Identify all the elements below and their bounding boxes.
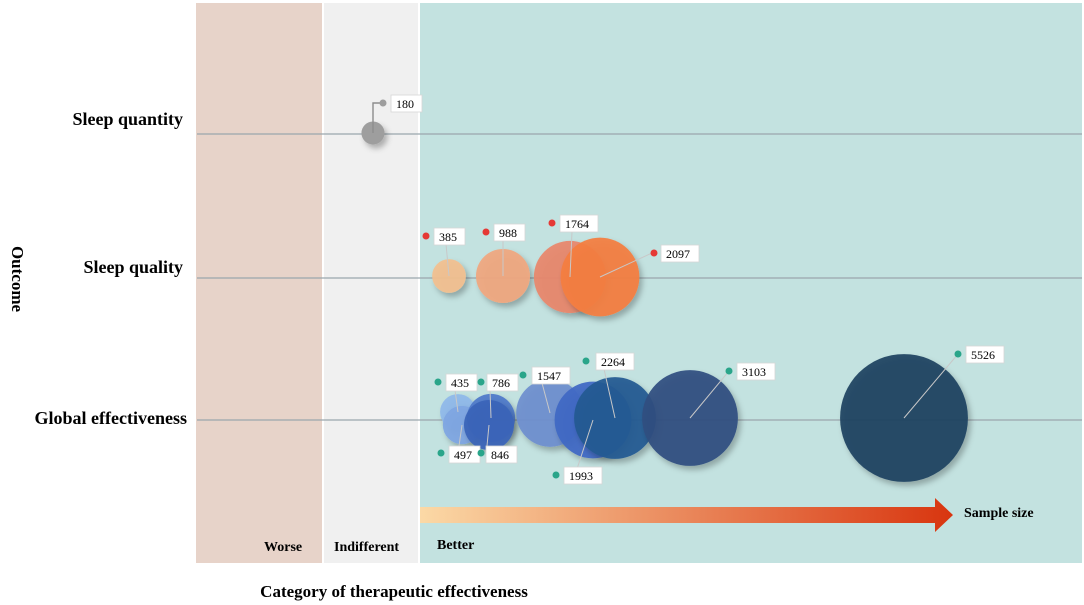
data-label-box xyxy=(736,362,776,381)
leader-line xyxy=(458,424,463,447)
data-label: 1764 xyxy=(565,217,589,231)
leader-line xyxy=(903,353,959,419)
callout-dot xyxy=(582,357,590,365)
data-label: 385 xyxy=(439,230,457,244)
worse-band xyxy=(196,3,322,563)
data-label: 1993 xyxy=(569,469,593,483)
leader-line xyxy=(454,389,459,413)
data-label-box xyxy=(563,466,603,485)
row-label-global-effectiveness: Global effectiveness xyxy=(35,408,187,428)
data-label-box xyxy=(595,352,635,371)
data-label: 435 xyxy=(451,376,469,390)
data-label: 786 xyxy=(492,376,510,390)
data-label-box xyxy=(559,214,599,233)
leader-line xyxy=(599,252,653,278)
leader-line xyxy=(489,389,492,419)
callout-dot xyxy=(477,449,485,457)
better-band xyxy=(420,3,1082,563)
leader-line xyxy=(574,419,594,476)
data-label-box xyxy=(486,373,519,392)
sample-size-arrow xyxy=(420,498,953,532)
data-label-box xyxy=(390,94,423,113)
callout-dot xyxy=(437,449,445,457)
data-label-box xyxy=(531,366,571,385)
callouts: 180 385 988 1764 2097 435 497 786 846 1547 1993 226… xyxy=(372,94,1005,485)
leader-line xyxy=(541,382,551,414)
data-label-box xyxy=(660,244,700,263)
callout-dot xyxy=(422,232,430,240)
callout-dot xyxy=(954,350,962,358)
callout-dot xyxy=(552,471,560,479)
data-label: 5526 xyxy=(971,348,995,362)
data-label-box xyxy=(493,223,526,242)
callout-dot xyxy=(379,99,387,107)
x-axis-title: Category of therapeutic effectiveness xyxy=(260,582,528,601)
data-label: 497 xyxy=(454,448,472,462)
data-label: 1547 xyxy=(537,369,561,383)
leader-line xyxy=(603,368,616,419)
callout-dot xyxy=(477,378,485,386)
indifferent-band xyxy=(324,3,418,563)
y-axis-title: Outcome xyxy=(8,246,27,313)
data-label: 846 xyxy=(491,448,509,462)
category-label-indifferent: Indifferent xyxy=(334,540,399,555)
data-label-box xyxy=(485,445,518,464)
data-label-box xyxy=(965,345,1005,364)
callout-dot xyxy=(725,367,733,375)
callout-dot xyxy=(650,249,658,257)
callout-dot xyxy=(482,228,490,236)
data-label-box xyxy=(445,373,478,392)
callout-dot xyxy=(434,378,442,386)
row-label-sleep-quality: Sleep quality xyxy=(83,257,183,277)
callout-dot xyxy=(548,219,556,227)
callout-dot xyxy=(519,371,527,379)
sample-size-label: Sample size xyxy=(964,506,1034,521)
data-label-box xyxy=(433,227,466,246)
leader-line xyxy=(689,370,730,419)
leader-line xyxy=(569,231,573,278)
data-label: 180 xyxy=(396,97,414,111)
data-label: 2264 xyxy=(601,355,625,369)
data-label: 988 xyxy=(499,226,517,240)
row-label-sleep-quantity: Sleep quantity xyxy=(72,109,183,129)
leader-line xyxy=(486,424,490,447)
data-label: 3103 xyxy=(742,365,766,379)
category-label-better: Better xyxy=(437,538,474,553)
data-label: 2097 xyxy=(666,247,690,261)
leader-line xyxy=(445,243,450,277)
category-label-worse: Worse xyxy=(264,540,302,555)
bubbles xyxy=(361,121,968,482)
